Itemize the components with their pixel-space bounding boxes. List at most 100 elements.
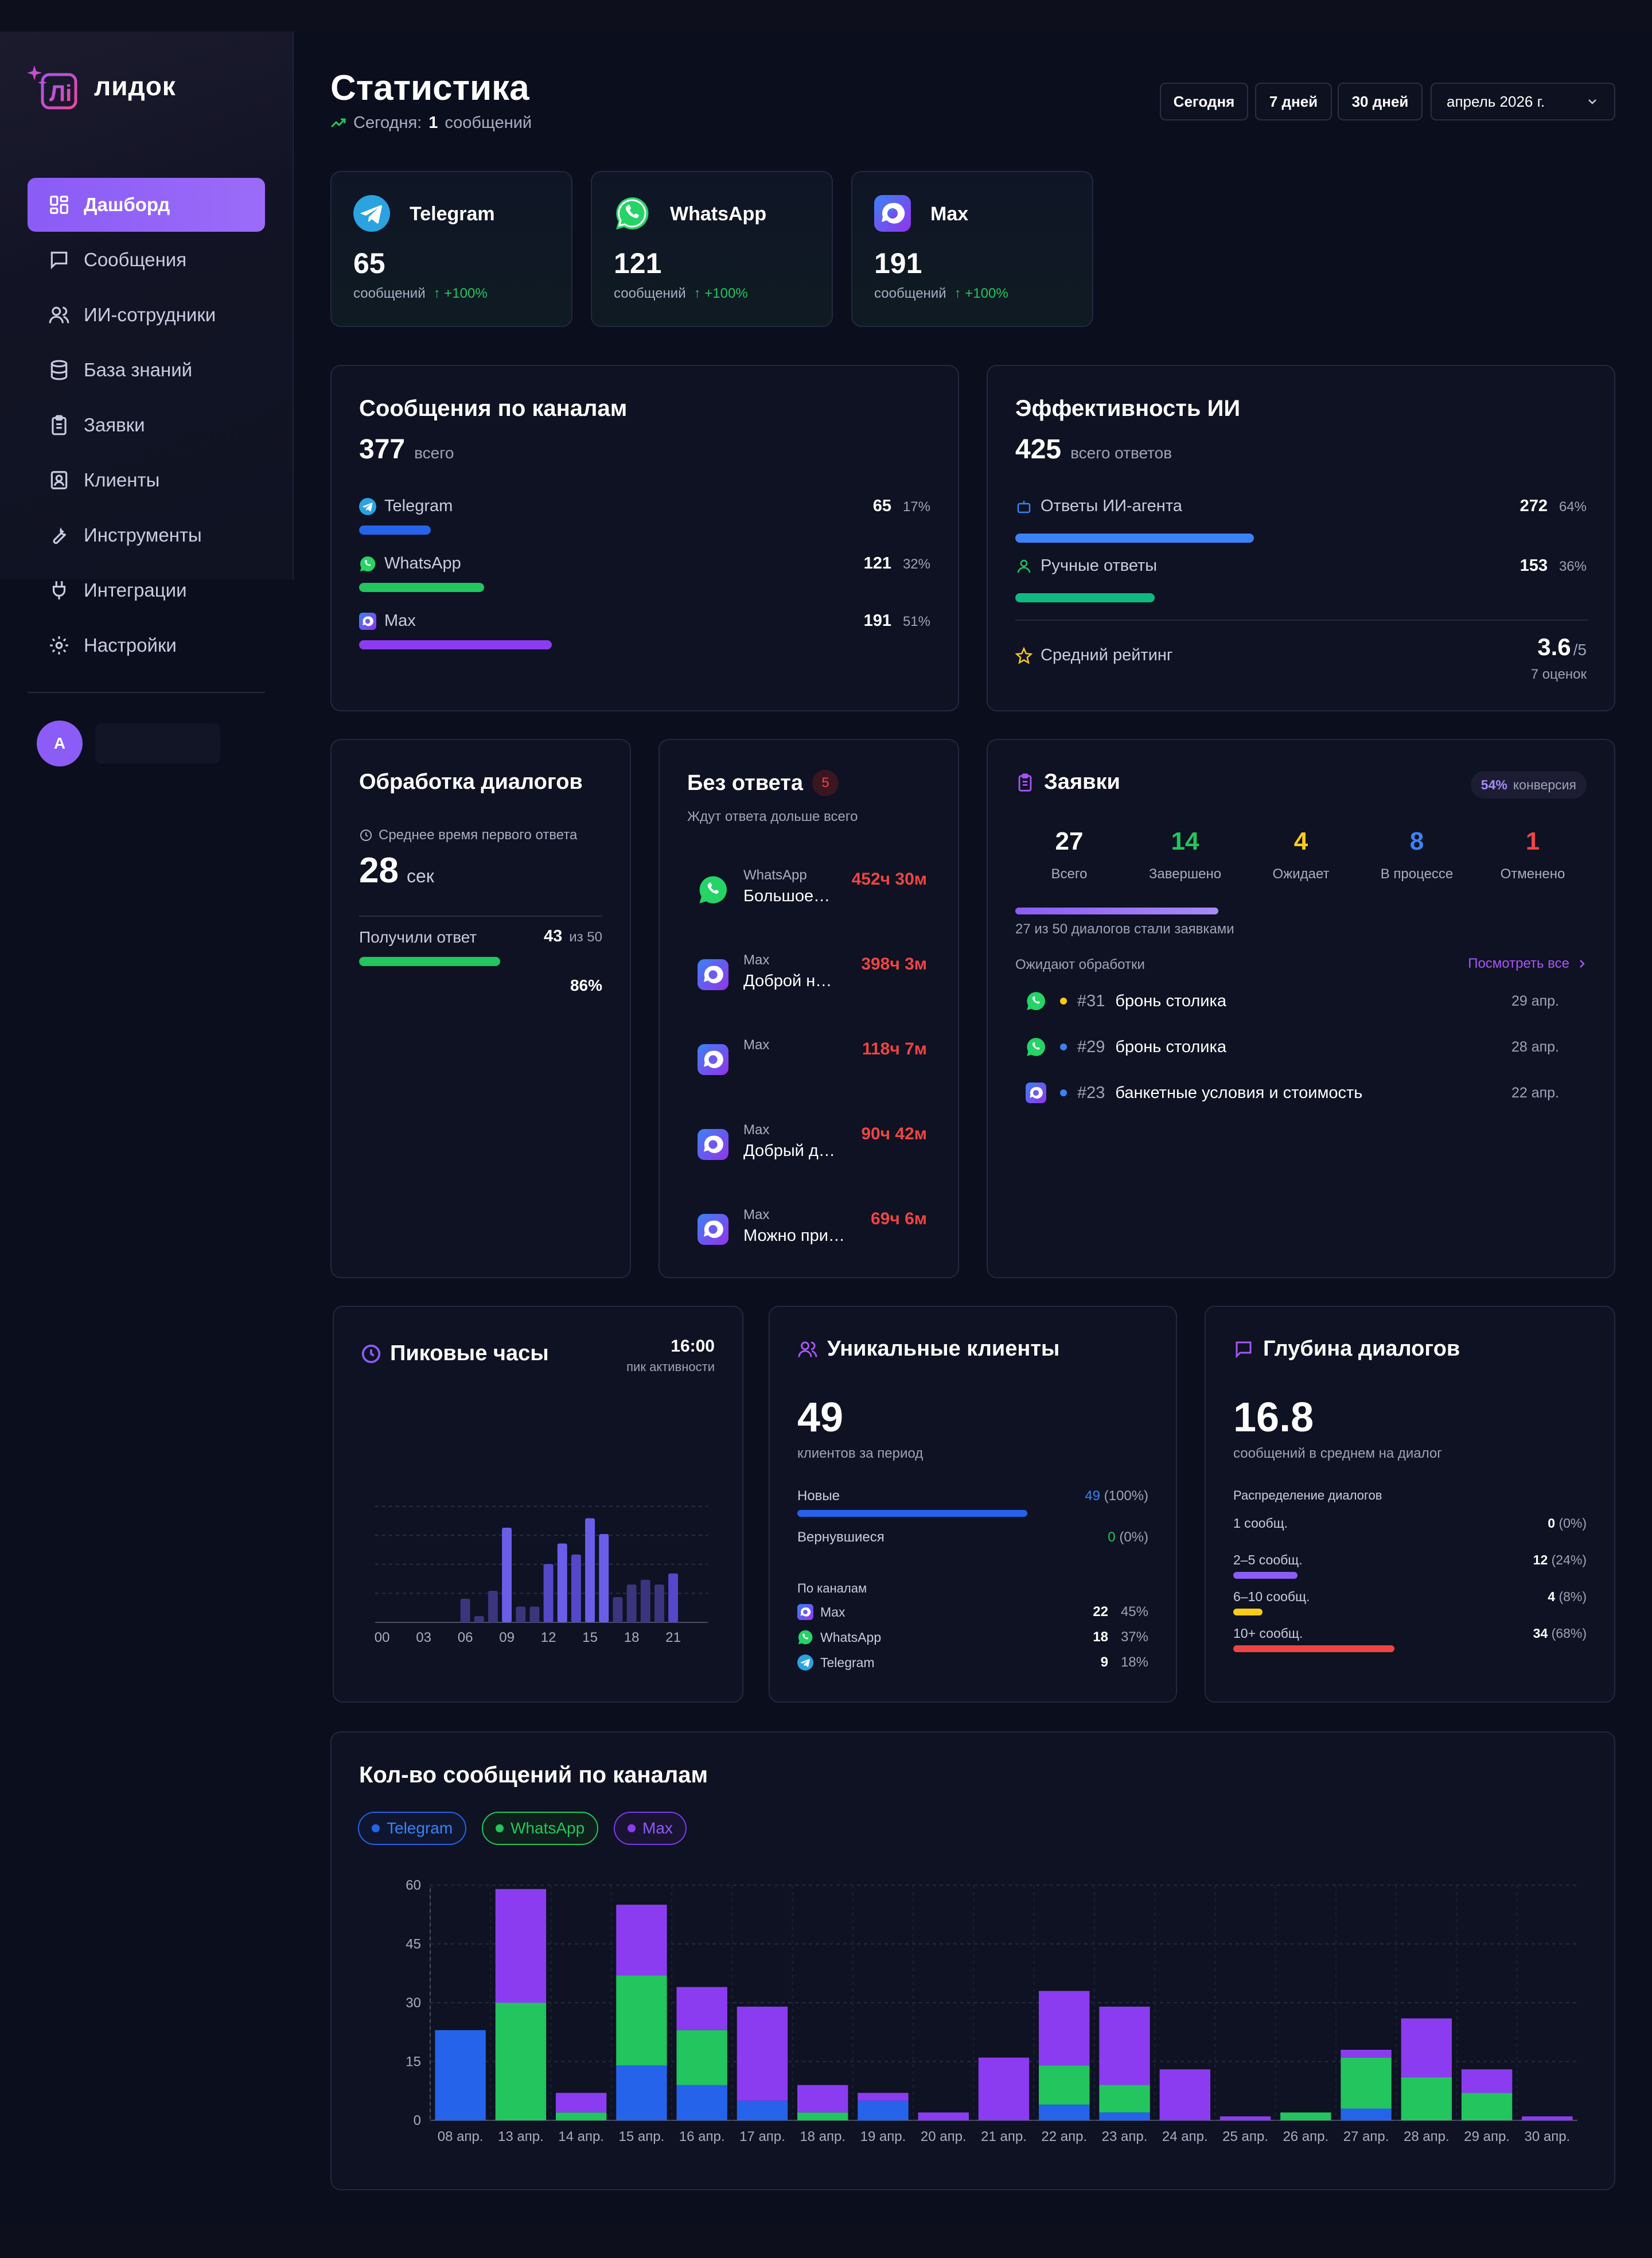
ai-efficiency-card: Эффективность ИИ 425 всего ответов Ответ…	[987, 365, 1615, 711]
channel-card-whatsapp[interactable]: WhatsApp 121 сообщений ↑ +100%	[591, 171, 833, 327]
legend-label: Telegram	[387, 1819, 453, 1837]
manual-answers-row: Ручные ответы	[1015, 556, 1157, 575]
total-value: 425	[1015, 434, 1062, 465]
legend-telegram[interactable]: Telegram	[358, 1812, 467, 1845]
channel-value: 191	[874, 247, 922, 279]
y-tick-label: 45	[406, 1937, 421, 1952]
no-response-item[interactable]: Max Добрый д… 90ч 42м	[698, 1122, 927, 1179]
no-response-item[interactable]: Max 118ч 7м	[698, 1037, 927, 1095]
sidebar-item-orders[interactable]: Заявки	[28, 398, 265, 452]
ai-answers-value: 272	[1519, 497, 1548, 515]
channel-sub: сообщений ↑ +100%	[874, 286, 1008, 302]
y-tick-label: 60	[406, 1878, 421, 1893]
stat-label: В процессе	[1380, 866, 1454, 882]
peak-time: 16:00	[671, 1337, 715, 1356]
legend-label: Max	[642, 1819, 673, 1837]
channel-label: Max	[384, 612, 416, 630]
sidebar-item-tools[interactable]: Инструменты	[28, 508, 265, 562]
conversion-badge: 54% конверсия	[1470, 771, 1587, 799]
stat-label: Ожидает	[1272, 866, 1330, 882]
channel-value: 191	[863, 612, 891, 630]
depth-row-label: 1 сообщ.	[1233, 1516, 1288, 1531]
order-row[interactable]: #23 банкетные условия и стоимость 22 апр…	[1026, 1079, 1559, 1107]
users-icon	[49, 306, 69, 324]
bar-segment-telegram	[616, 2065, 667, 2120]
order-row[interactable]: #31 бронь столика 29 апр.	[1026, 987, 1559, 1015]
period-7-days-button[interactable]: 7 дней	[1255, 83, 1332, 120]
bar-segment-telegram	[1099, 2112, 1150, 2120]
no-response-item[interactable]: Max Можно при… 69ч 6м	[698, 1207, 927, 1264]
channel-name: Max	[930, 203, 969, 225]
channel-card-max[interactable]: Max 191 сообщений ↑ +100%	[851, 171, 1093, 327]
depth-row-value: 4 (8%)	[1548, 1589, 1587, 1605]
peak-label: пик активности	[626, 1360, 715, 1374]
sidebar-item-label: Инструменты	[84, 524, 202, 546]
ai-answers-row: Ответы ИИ-агента	[1015, 497, 1182, 516]
bar-segment-max	[1099, 2006, 1150, 2085]
stat-label: Отменено	[1500, 866, 1565, 882]
bar-segment-max	[676, 1987, 727, 2030]
bar-segment-max	[555, 2093, 607, 2113]
order-row[interactable]: #29 бронь столика 28 апр.	[1026, 1033, 1559, 1061]
sidebar-item-label: ИИ-сотрудники	[84, 304, 216, 325]
conversion-text: 27 из 50 диалогов стали заявками	[1015, 921, 1234, 937]
sidebar-item-messages[interactable]: Сообщения	[28, 233, 265, 287]
got-reply-row: 43 из 50	[544, 927, 602, 946]
whatsapp-icon	[798, 1630, 813, 1645]
bar-segment-whatsapp	[797, 2112, 848, 2120]
sidebar-item-label: Сообщения	[84, 249, 187, 270]
period-today-button[interactable]: Сегодня	[1160, 83, 1248, 120]
x-tick-label: 06	[458, 1630, 473, 1645]
order-text: бронь столика	[1115, 1037, 1226, 1056]
channel-pct: 37%	[1120, 1629, 1148, 1645]
peak-bar	[502, 1528, 512, 1622]
bar-segment-telegram	[1039, 2104, 1090, 2120]
channel-label: Telegram	[384, 497, 453, 515]
sidebar-item-settings[interactable]: Настройки	[28, 618, 265, 672]
user-profile[interactable]: A	[37, 721, 220, 766]
wrench-icon	[53, 527, 67, 544]
database-icon	[50, 360, 68, 380]
x-tick-label: 19 апр.	[860, 2129, 906, 2144]
depth-header: Глубина диалогов	[1233, 1337, 1460, 1361]
channel-pct: 32%	[902, 556, 930, 572]
sidebar-item-clients[interactable]: Клиенты	[28, 453, 265, 507]
channel-value: 121	[614, 247, 662, 279]
unique-channel-whatsapp: WhatsApp	[797, 1629, 881, 1645]
first-response-unit: сек	[406, 866, 434, 886]
card-title: Без ответа	[687, 770, 804, 795]
logo-icon: Лi	[26, 62, 81, 110]
trend-up-icon	[330, 118, 346, 127]
legend-dot	[372, 1824, 380, 1832]
brand-logo[interactable]: Лi лидок	[26, 62, 176, 110]
no-response-item[interactable]: Max Доброй н… 398ч 3м	[698, 952, 927, 1010]
x-tick-label: 21	[665, 1630, 681, 1645]
legend-whatsapp[interactable]: WhatsApp	[482, 1812, 599, 1845]
sidebar-item-knowledge-base[interactable]: База знаний	[28, 343, 265, 397]
plug-icon	[52, 581, 66, 599]
sidebar-item-ai-staff[interactable]: ИИ-сотрудники	[28, 288, 265, 342]
sidebar-item-dashboard[interactable]: Дашборд	[28, 178, 265, 232]
peak-bar	[613, 1597, 623, 1622]
see-all-link[interactable]: Посмотреть все	[1468, 956, 1587, 972]
channel-pct: 18%	[1120, 1654, 1148, 1670]
robot-icon	[1017, 500, 1031, 513]
distribution-title: Распределение диалогов	[1233, 1488, 1382, 1502]
period-30-days-button[interactable]: 30 дней	[1338, 83, 1423, 120]
orders-stat-in-progress: 8 В процессе	[1359, 827, 1474, 882]
by-channel-title: По каналам	[797, 1581, 867, 1595]
clock-icon	[360, 830, 372, 841]
no-response-item[interactable]: WhatsApp Большое… 452ч 30м	[698, 867, 927, 925]
legend-max[interactable]: Max	[614, 1812, 687, 1845]
sidebar-item-integrations[interactable]: Интеграции	[28, 563, 265, 617]
no-response-time: 69ч 6м	[871, 1209, 927, 1228]
x-tick-label: 25 апр.	[1222, 2129, 1268, 2144]
x-tick-label: 14 апр.	[558, 2129, 604, 2144]
orders-card: Заявки 54% конверсия 27 Всего 14 Завершено…	[987, 739, 1615, 1278]
no-response-channel: Max	[743, 952, 770, 968]
stat-value: 8	[1409, 827, 1424, 855]
bar-segment-whatsapp	[1039, 2065, 1090, 2105]
channel-card-telegram[interactable]: Telegram 65 сообщений ↑ +100%	[330, 171, 572, 327]
month-select[interactable]: апрель 2026 г.	[1431, 83, 1615, 120]
stat-value: 14	[1171, 827, 1199, 855]
